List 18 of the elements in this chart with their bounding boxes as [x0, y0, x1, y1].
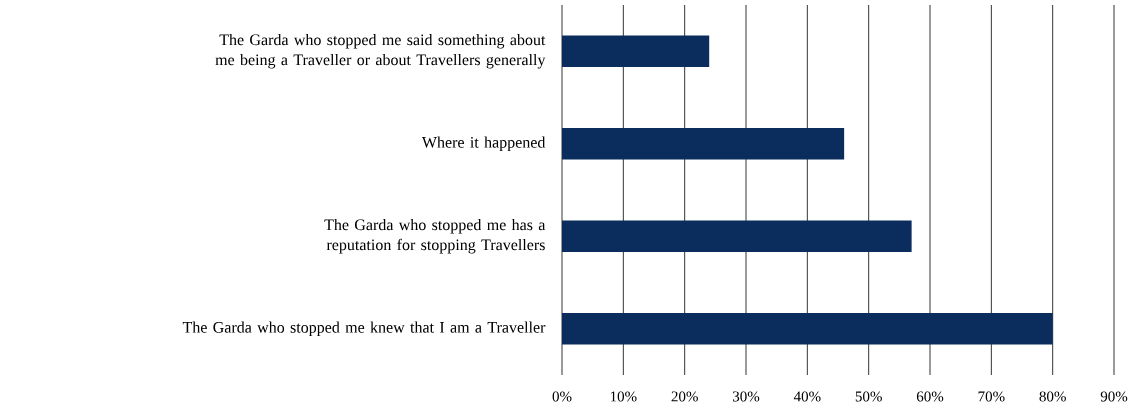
x-tick-label: 0% — [552, 391, 572, 402]
bar — [562, 128, 845, 160]
x-tick-label: 60% — [916, 391, 944, 402]
bar — [562, 220, 912, 252]
x-tick-label: 30% — [732, 391, 760, 402]
x-tick-label: 20% — [671, 391, 698, 402]
x-tick-label: 40% — [793, 391, 821, 402]
bar — [562, 313, 1053, 345]
x-tick-label: 50% — [855, 391, 882, 402]
x-tick-label: 90% — [1100, 391, 1128, 402]
x-tick-label: 10% — [610, 391, 637, 402]
bar — [562, 35, 710, 67]
x-tick-label: 80% — [1039, 391, 1066, 402]
y-tick-label: Where it happened — [421, 136, 546, 152]
y-tick-label: The Garda who stopped me knew that I am a Traveller — [182, 321, 546, 337]
x-tick-label: 70% — [978, 391, 1005, 402]
y-tick-label: The Garda who stopped me said something about me being a Traveller or about Travellers generally — [215, 33, 546, 69]
y-tick-label: The Garda who stopped me has a reputation for stopping Travellers — [324, 218, 546, 254]
